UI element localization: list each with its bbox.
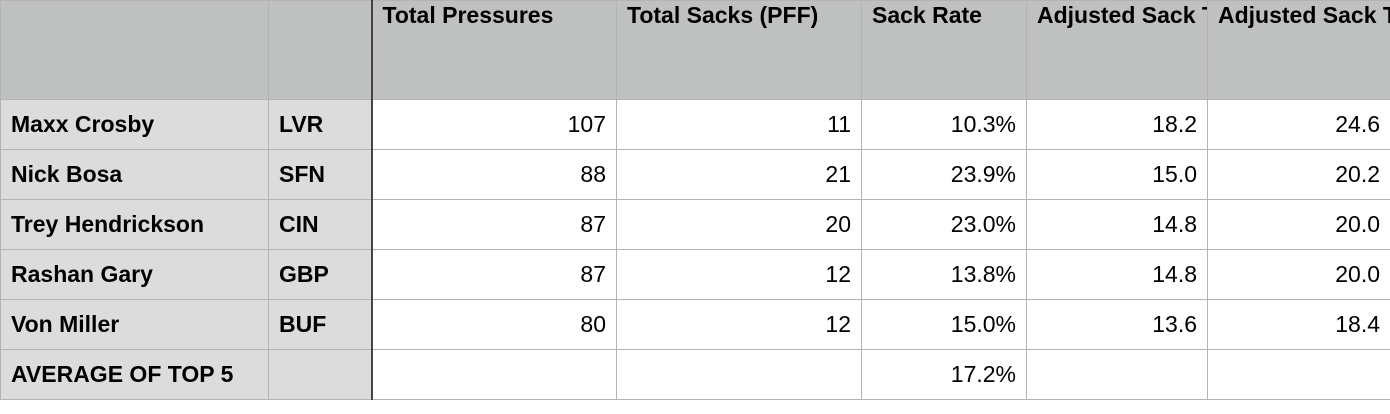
adjusted-23-cell[interactable]: 20.0 xyxy=(1207,199,1390,250)
team-code[interactable]: LVR xyxy=(268,99,373,150)
stats-table: Total Pressures Total Sacks (PFF) Sack R… xyxy=(0,0,1390,400)
team-code[interactable]: SFN xyxy=(268,149,373,200)
pressures-cell[interactable]: 107 xyxy=(371,99,617,150)
header-adjusted-23[interactable]: Adjusted Sack Total (23%) xyxy=(1207,0,1390,100)
pressures-cell[interactable]: 87 xyxy=(371,249,617,300)
sacks-cell[interactable]: 11 xyxy=(616,99,862,150)
table-row: Rashan Gary GBP 87 12 13.8% 14.8 20.0 xyxy=(0,249,1390,300)
player-name[interactable]: Rashan Gary xyxy=(0,249,269,300)
header-total-sacks[interactable]: Total Sacks (PFF) xyxy=(616,0,862,100)
table-row: Von Miller BUF 80 12 15.0% 13.6 18.4 xyxy=(0,299,1390,350)
adjusted-23-cell[interactable]: 20.0 xyxy=(1207,249,1390,300)
header-sack-rate[interactable]: Sack Rate xyxy=(861,0,1027,100)
header-cell-name[interactable] xyxy=(0,0,269,100)
adjusted-23-cell[interactable]: 20.2 xyxy=(1207,149,1390,200)
table-row: Maxx Crosby LVR 107 11 10.3% 18.2 24.6 xyxy=(0,99,1390,150)
player-name[interactable]: Trey Hendrickson xyxy=(0,199,269,250)
adjusted-23-cell[interactable]: 18.4 xyxy=(1207,299,1390,350)
average-adjusted-23-cell[interactable] xyxy=(1207,349,1390,400)
pressures-cell[interactable]: 88 xyxy=(371,149,617,200)
header-cell-team[interactable] xyxy=(268,0,373,100)
adjusted-23-cell[interactable]: 24.6 xyxy=(1207,99,1390,150)
adjusted-17-cell[interactable]: 14.8 xyxy=(1026,199,1208,250)
sack-rate-cell[interactable]: 23.0% xyxy=(861,199,1027,250)
table-row: Nick Bosa SFN 88 21 23.9% 15.0 20.2 xyxy=(0,149,1390,200)
header-row: Total Pressures Total Sacks (PFF) Sack R… xyxy=(0,0,1390,100)
player-name[interactable]: Von Miller xyxy=(0,299,269,350)
pressures-cell[interactable]: 87 xyxy=(371,199,617,250)
average-pressures-cell[interactable] xyxy=(371,349,617,400)
adjusted-17-cell[interactable]: 18.2 xyxy=(1026,99,1208,150)
header-total-pressures[interactable]: Total Pressures xyxy=(371,0,617,100)
table-row: Trey Hendrickson CIN 87 20 23.0% 14.8 20… xyxy=(0,199,1390,250)
average-label[interactable]: AVERAGE OF TOP 5 xyxy=(0,349,269,400)
sack-rate-cell[interactable]: 10.3% xyxy=(861,99,1027,150)
sack-rate-cell[interactable]: 15.0% xyxy=(861,299,1027,350)
average-row: AVERAGE OF TOP 5 17.2% xyxy=(0,349,1390,400)
team-code[interactable]: GBP xyxy=(268,249,373,300)
adjusted-17-cell[interactable]: 15.0 xyxy=(1026,149,1208,200)
player-name[interactable]: Nick Bosa xyxy=(0,149,269,200)
team-code[interactable]: CIN xyxy=(268,199,373,250)
sack-rate-cell[interactable]: 13.8% xyxy=(861,249,1027,300)
sacks-cell[interactable]: 12 xyxy=(616,249,862,300)
average-adjusted-17-cell[interactable] xyxy=(1026,349,1208,400)
header-adjusted-17[interactable]: Adjusted Sack Total (17%) xyxy=(1026,0,1208,100)
sack-rate-cell[interactable]: 23.9% xyxy=(861,149,1027,200)
average-team-cell[interactable] xyxy=(268,349,373,400)
sacks-cell[interactable]: 21 xyxy=(616,149,862,200)
player-name[interactable]: Maxx Crosby xyxy=(0,99,269,150)
average-sacks-cell[interactable] xyxy=(616,349,862,400)
adjusted-17-cell[interactable]: 13.6 xyxy=(1026,299,1208,350)
sacks-cell[interactable]: 20 xyxy=(616,199,862,250)
adjusted-17-cell[interactable]: 14.8 xyxy=(1026,249,1208,300)
team-code[interactable]: BUF xyxy=(268,299,373,350)
average-sack-rate-cell[interactable]: 17.2% xyxy=(861,349,1027,400)
pressures-cell[interactable]: 80 xyxy=(371,299,617,350)
sacks-cell[interactable]: 12 xyxy=(616,299,862,350)
